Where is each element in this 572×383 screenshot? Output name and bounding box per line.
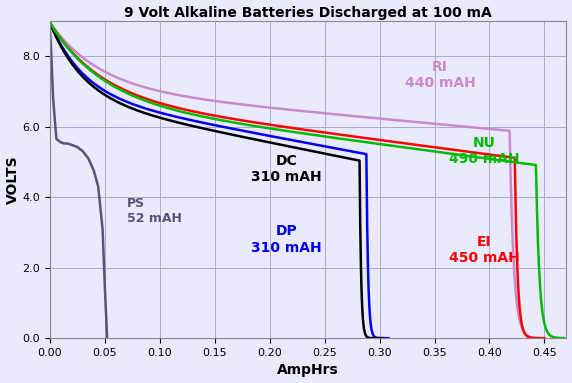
Text: DC
310 mAH: DC 310 mAH (251, 154, 321, 184)
Text: RI
440 mAH: RI 440 mAH (404, 60, 475, 90)
Text: PS
52 mAH: PS 52 mAH (127, 197, 182, 225)
X-axis label: AmpHrs: AmpHrs (277, 363, 339, 377)
Title: 9 Volt Alkaline Batteries Discharged at 100 mA: 9 Volt Alkaline Batteries Discharged at … (124, 6, 492, 20)
Text: NU
490 mAH: NU 490 mAH (448, 136, 519, 166)
Y-axis label: VOLTS: VOLTS (6, 155, 19, 204)
Text: EI
450 mAH: EI 450 mAH (448, 235, 519, 265)
Text: DP
310 mAH: DP 310 mAH (251, 224, 321, 255)
